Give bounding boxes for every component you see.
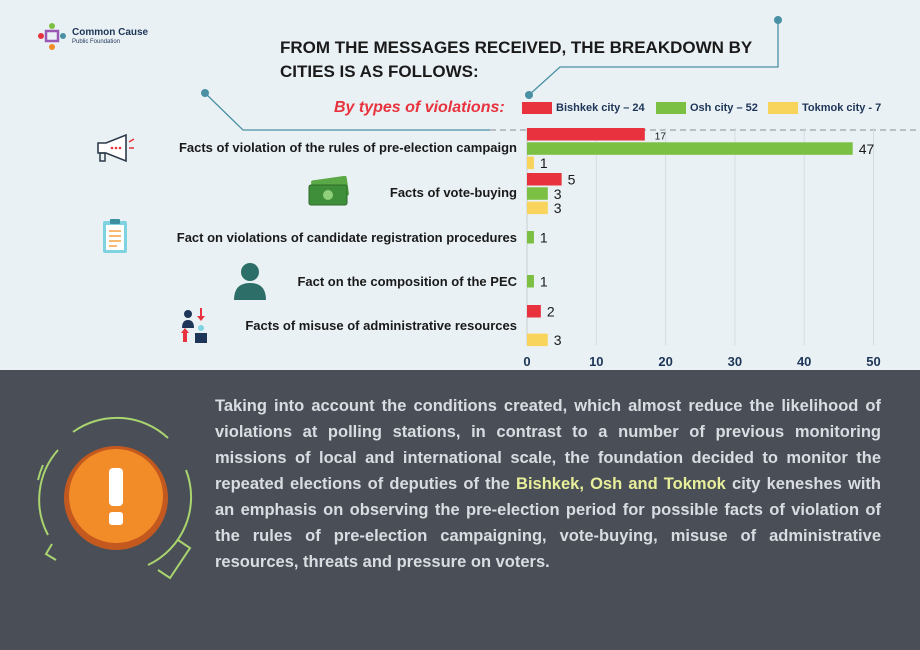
- x-tick-label: 50: [866, 354, 880, 369]
- person-icon: [234, 263, 266, 300]
- money-icon: [308, 176, 349, 206]
- bar: [527, 305, 541, 318]
- legend-label-tokmok: Tokmok city - 7: [802, 102, 882, 114]
- bar: [527, 333, 548, 347]
- legend-osh: Osh city – 52: [656, 101, 758, 115]
- description-cities-highlight: Bishkek, Osh and Tokmok: [516, 475, 726, 493]
- data-label: 1: [540, 274, 548, 290]
- category-label-vote-buying: Facts of vote-buying: [389, 185, 517, 200]
- legend-swatch-bishkek: [522, 102, 552, 114]
- bar: [527, 156, 534, 170]
- bar: [527, 231, 534, 244]
- category-label-admin-resources: Facts of misuse of administrative resour…: [245, 318, 517, 333]
- legend-swatch-tokmok: [768, 102, 798, 114]
- legend-bishkek: Bishkek city – 24: [522, 101, 645, 115]
- warning-icon: [37, 416, 193, 580]
- x-tick-label: 20: [658, 354, 672, 369]
- data-label: 3: [554, 200, 562, 216]
- category-label-pec: Fact on the composition of the PEC: [297, 274, 517, 289]
- admin-resources-icon: [181, 308, 207, 343]
- data-label: 3: [554, 186, 562, 202]
- org-name: Common Cause: [72, 27, 149, 38]
- megaphone-icon: [97, 133, 135, 163]
- top-panel: [0, 0, 920, 370]
- common-cause-logo: [38, 23, 66, 50]
- legend-tokmok: Tokmok city - 7: [768, 101, 881, 115]
- data-label: 3: [554, 332, 562, 348]
- bar: [527, 201, 548, 215]
- category-label-registration: Fact on violations of candidate registra…: [176, 230, 517, 245]
- x-tick-label: 10: [589, 354, 603, 369]
- legend-label-osh: Osh city – 52: [690, 102, 758, 114]
- data-label: 47: [859, 141, 875, 157]
- description-text-after: city keneshes with an emphasis on observ…: [215, 475, 881, 571]
- bar: [527, 173, 562, 186]
- description-text-before: Taking into account the conditions creat…: [215, 397, 881, 493]
- page-title: FROM THE MESSAGES RECEIVED, THE BREAKDOW…: [280, 38, 752, 81]
- x-tick-label: 40: [797, 354, 811, 369]
- x-tick-label: 0: [523, 354, 530, 369]
- data-label: 17: [655, 132, 667, 143]
- legend-label-bishkek: Bishkek city – 24: [556, 102, 645, 114]
- types-label: By types of violations:: [334, 99, 505, 116]
- data-label: 5: [568, 172, 576, 188]
- legend-swatch-osh: [656, 102, 686, 114]
- clipboard-icon: [103, 219, 127, 253]
- bar: [527, 128, 645, 141]
- data-label: 1: [540, 155, 548, 171]
- description-paragraph: Taking into account the conditions creat…: [215, 393, 881, 575]
- org-subtitle: Public Foundation: [72, 39, 121, 45]
- data-label: 1: [540, 230, 548, 246]
- category-label-campaign: Facts of violation of the rules of pre-e…: [178, 140, 517, 155]
- bar: [527, 142, 853, 155]
- data-label: 2: [547, 304, 555, 320]
- x-tick-label: 30: [728, 354, 742, 369]
- bar: [527, 187, 548, 200]
- bar: [527, 275, 534, 288]
